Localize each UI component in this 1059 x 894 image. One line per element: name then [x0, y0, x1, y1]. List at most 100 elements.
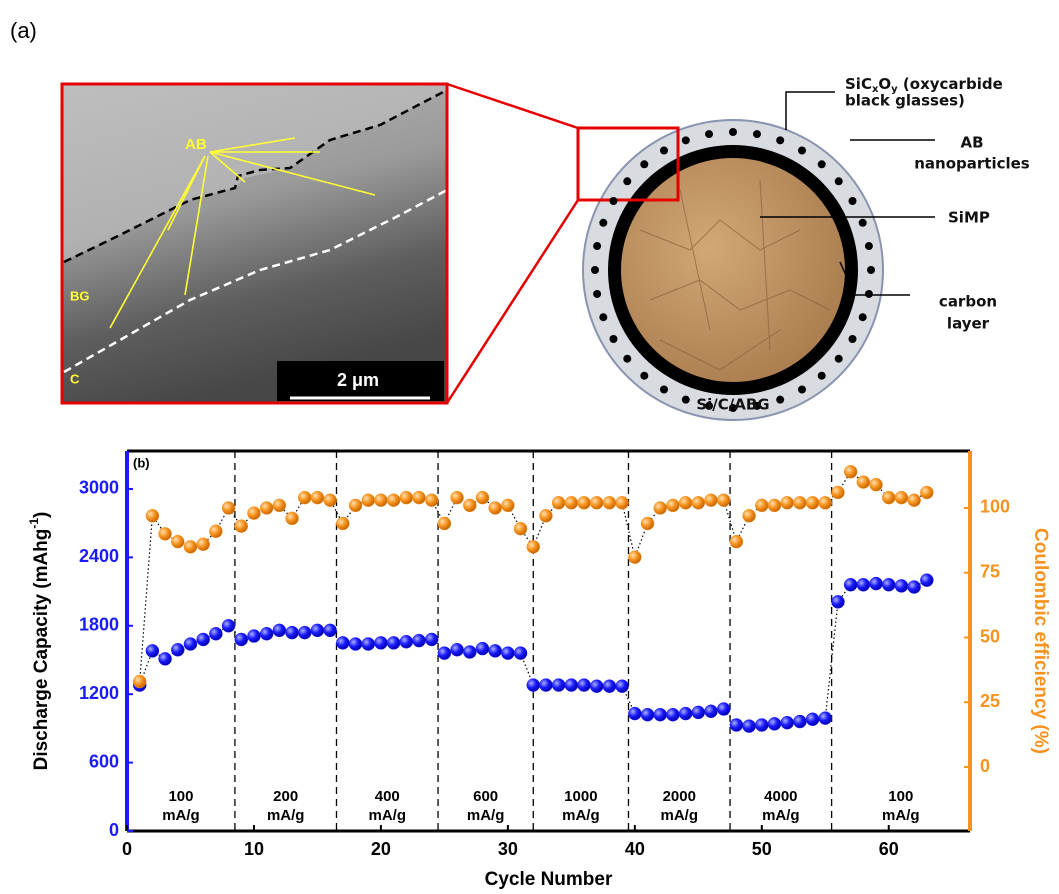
data-point — [513, 521, 528, 536]
zoom-line — [446, 82, 579, 130]
data-point — [488, 644, 502, 658]
data-point — [755, 718, 769, 732]
data-point — [831, 595, 845, 609]
data-point — [755, 498, 769, 513]
ab-particle — [599, 218, 608, 227]
data-point — [894, 579, 909, 593]
ab-particle — [609, 335, 618, 343]
rate-unit: mA/g — [562, 807, 600, 824]
data-point — [386, 636, 401, 650]
ab-particle — [834, 354, 843, 363]
data-point — [196, 632, 210, 647]
y-tick-label: 0 — [109, 820, 119, 840]
data-point — [234, 632, 249, 647]
ab-particle — [798, 146, 806, 155]
data-point — [628, 550, 642, 564]
data-point — [501, 646, 515, 660]
ab-particle — [798, 385, 806, 394]
data-point — [171, 642, 185, 657]
ab-particle — [776, 395, 785, 404]
ab-particle — [817, 371, 826, 380]
ab-particle — [623, 354, 632, 363]
simp-label: SiMP — [948, 209, 990, 227]
x-tick-label: 10 — [244, 839, 264, 859]
data-point — [818, 496, 833, 510]
data-point — [526, 678, 541, 692]
data-point — [843, 464, 858, 479]
data-point — [361, 493, 375, 507]
data-point — [297, 490, 312, 505]
data-point — [551, 678, 566, 692]
ab-particle — [848, 335, 857, 343]
rate-unit: mA/g — [369, 807, 407, 824]
data-point — [247, 629, 261, 643]
data-point — [793, 496, 807, 510]
rate-unit: mA/g — [267, 807, 305, 824]
caption: Si/C/ABG — [696, 396, 769, 414]
data-point — [729, 534, 744, 549]
data-point — [691, 496, 706, 510]
data-point — [209, 627, 223, 641]
y-tick-label: 2400 — [79, 546, 119, 566]
rate-label: 600 — [473, 788, 498, 805]
data-point — [920, 485, 934, 500]
data-point — [704, 704, 718, 719]
data-point — [843, 577, 858, 592]
data-point — [716, 493, 731, 507]
rate-unit: mA/g — [467, 807, 505, 824]
ab-particle — [848, 197, 857, 205]
data-point — [907, 580, 921, 594]
ab-label: AB — [960, 134, 983, 152]
data-point — [323, 623, 337, 638]
data-point — [437, 646, 452, 660]
data-point — [424, 493, 439, 507]
rate-label: 400 — [375, 788, 400, 805]
data-point — [678, 496, 693, 510]
data-point — [196, 537, 210, 552]
tem-label: BG — [70, 288, 90, 303]
data-point — [259, 627, 274, 641]
data-point — [183, 637, 198, 651]
panel-label: (b) — [133, 455, 150, 470]
ab-particle — [681, 395, 690, 404]
data-point — [615, 679, 629, 693]
data-point — [450, 642, 464, 657]
data-point — [831, 485, 845, 500]
label-arrows — [760, 91, 935, 296]
shell-label: SiCxOy (oxycarbide — [845, 75, 1003, 96]
data-point — [881, 577, 896, 592]
data-point — [221, 501, 236, 515]
panel-label: (a) — [10, 18, 37, 43]
data-point — [640, 707, 655, 722]
ab-particle — [729, 404, 737, 412]
data-point — [310, 490, 325, 505]
data-point — [780, 496, 794, 510]
data-point — [374, 493, 388, 507]
data-point — [463, 645, 477, 659]
ab-particle — [609, 197, 618, 205]
x-tick-label: 20 — [371, 839, 391, 859]
ab-particle — [599, 313, 608, 322]
y2-tick-label: 100 — [980, 497, 1010, 517]
ab-particle — [834, 177, 843, 186]
data-point — [424, 632, 439, 647]
ab-particle — [858, 218, 867, 227]
data-point — [450, 490, 464, 505]
data-point — [234, 519, 249, 533]
x-tick-label: 40 — [625, 839, 645, 859]
data-point — [666, 707, 680, 722]
data-point — [513, 646, 528, 660]
data-point — [589, 496, 604, 510]
data-point — [348, 498, 363, 513]
data-point — [221, 619, 236, 633]
data-point — [412, 490, 426, 505]
tem-image: 2 μm AB BG C — [60, 82, 449, 405]
data-point — [336, 636, 350, 650]
rate-unit: mA/g — [882, 807, 920, 824]
y2-tick-label: 0 — [980, 756, 990, 776]
data-point — [920, 573, 934, 587]
data-point — [869, 477, 883, 492]
data-point — [602, 496, 617, 510]
data-point — [526, 540, 541, 554]
